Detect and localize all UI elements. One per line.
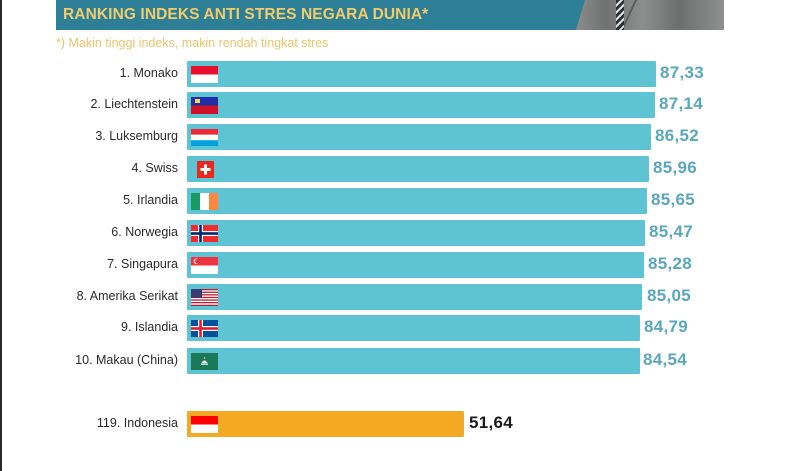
value-label: 87,14 — [659, 94, 704, 113]
bar-row: 5. Irlandia 85,65 — [0, 188, 800, 214]
value-bar — [187, 315, 640, 341]
indonesia-flag-icon — [191, 416, 218, 433]
ireland-flag-icon — [191, 193, 218, 210]
usa-flag-icon — [191, 289, 218, 306]
value-bar — [187, 284, 642, 310]
switzerland-flag-icon — [197, 161, 214, 178]
value-bar — [187, 156, 649, 182]
value-label: 87,33 — [660, 63, 705, 82]
country-label: 7. Singapura — [107, 257, 178, 271]
photo-tie — [616, 0, 624, 30]
chart-title: RANKING INDEKS ANTI STRES NEGARA DUNIA* — [56, 0, 586, 30]
person-photo — [576, 0, 724, 30]
bar-row: 6. Norwegia 85,47 — [0, 220, 800, 246]
country-label: 1. Monako — [119, 66, 178, 80]
country-label: 9. Islandia — [121, 320, 178, 334]
value-label: 51,64 — [469, 413, 514, 432]
bar-row: 10. Makau (China) 84,54 — [0, 348, 800, 374]
photo-lapel — [621, 0, 665, 30]
bar-row-highlight: 119. Indonesia 51,64 — [0, 411, 800, 437]
value-label: 85,65 — [651, 190, 696, 209]
iceland-flag-icon — [191, 320, 218, 337]
value-label: 86,52 — [655, 126, 700, 145]
country-label: 4. Swiss — [131, 161, 178, 175]
bar-row: 2. Liechtenstein 87,14 — [0, 92, 800, 118]
value-label: 85,47 — [649, 222, 694, 241]
chart-subtitle: *) Makin tinggi indeks, makin rendah tin… — [56, 36, 329, 50]
country-label: 10. Makau (China) — [75, 353, 178, 367]
value-bar — [187, 348, 640, 374]
value-bar — [187, 124, 651, 150]
country-label: 6. Norwegia — [111, 225, 178, 239]
bar-row: 7. Singapura 85,28 — [0, 252, 800, 278]
country-label: 5. Irlandia — [123, 193, 178, 207]
country-label: 8. Amerika Serikat — [76, 289, 178, 303]
value-label: 84,54 — [643, 350, 688, 369]
value-bar-highlight — [187, 411, 464, 437]
country-label: 3. Luksemburg — [95, 129, 178, 143]
bar-row: 4. Swiss 85,96 — [0, 156, 800, 182]
monaco-flag-icon — [191, 66, 218, 83]
luxembourg-flag-icon — [191, 129, 218, 146]
bar-row: 1. Monako 87,33 — [0, 61, 800, 87]
value-bar — [187, 252, 644, 278]
singapore-flag-icon — [191, 257, 218, 274]
norway-flag-icon — [191, 225, 218, 242]
macau-flag-icon — [191, 353, 218, 370]
value-bar — [187, 188, 647, 214]
liechtenstein-flag-icon — [191, 97, 218, 114]
value-label: 85,05 — [647, 286, 692, 305]
left-border — [0, 0, 2, 471]
country-label: 2. Liechtenstein — [90, 97, 178, 111]
value-label: 85,28 — [648, 254, 693, 273]
bar-row: 8. Amerika Serikat 85,05 — [0, 284, 800, 310]
country-label: 119. Indonesia — [96, 416, 178, 430]
chart-title-text: RANKING INDEKS ANTI STRES NEGARA DUNIA* — [63, 6, 429, 23]
value-bar — [187, 220, 645, 246]
value-bar — [187, 92, 655, 118]
bar-row: 3. Luksemburg 86,52 — [0, 124, 800, 150]
value-bar — [187, 61, 656, 87]
value-label: 84,79 — [644, 317, 689, 336]
value-label: 85,96 — [653, 158, 698, 177]
bar-row: 9. Islandia 84,79 — [0, 315, 800, 341]
